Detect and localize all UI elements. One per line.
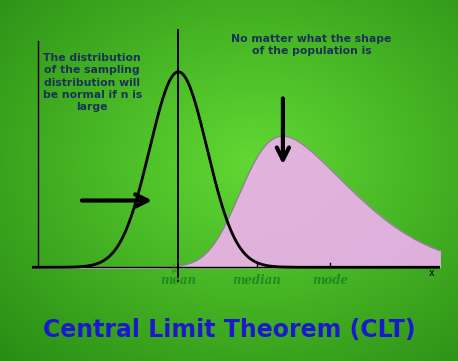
Text: Central Limit Theorem (CLT): Central Limit Theorem (CLT) [43, 318, 415, 342]
Text: mean: mean [160, 274, 196, 287]
Text: μ̂: μ̂ [172, 265, 177, 274]
Text: median: median [232, 274, 281, 287]
Text: No matter what the shape
of the population is: No matter what the shape of the populati… [231, 34, 392, 56]
Text: mode: mode [312, 274, 348, 287]
Text: x: x [429, 268, 435, 278]
Text: The distribution
of the sampling
distribution will
be normal if n is
large: The distribution of the sampling distrib… [43, 53, 142, 112]
